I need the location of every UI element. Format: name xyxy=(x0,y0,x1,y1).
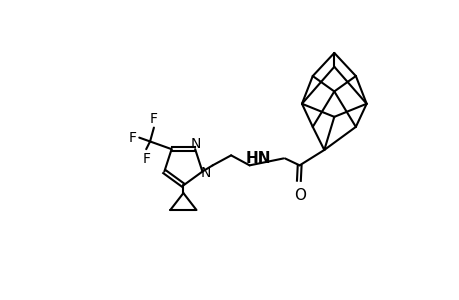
Text: N: N xyxy=(190,137,201,151)
Text: F: F xyxy=(142,152,150,166)
Text: O: O xyxy=(293,188,305,203)
Text: F: F xyxy=(128,130,136,145)
Text: F: F xyxy=(150,112,157,126)
Text: HN: HN xyxy=(245,151,271,166)
Text: N: N xyxy=(201,166,211,180)
